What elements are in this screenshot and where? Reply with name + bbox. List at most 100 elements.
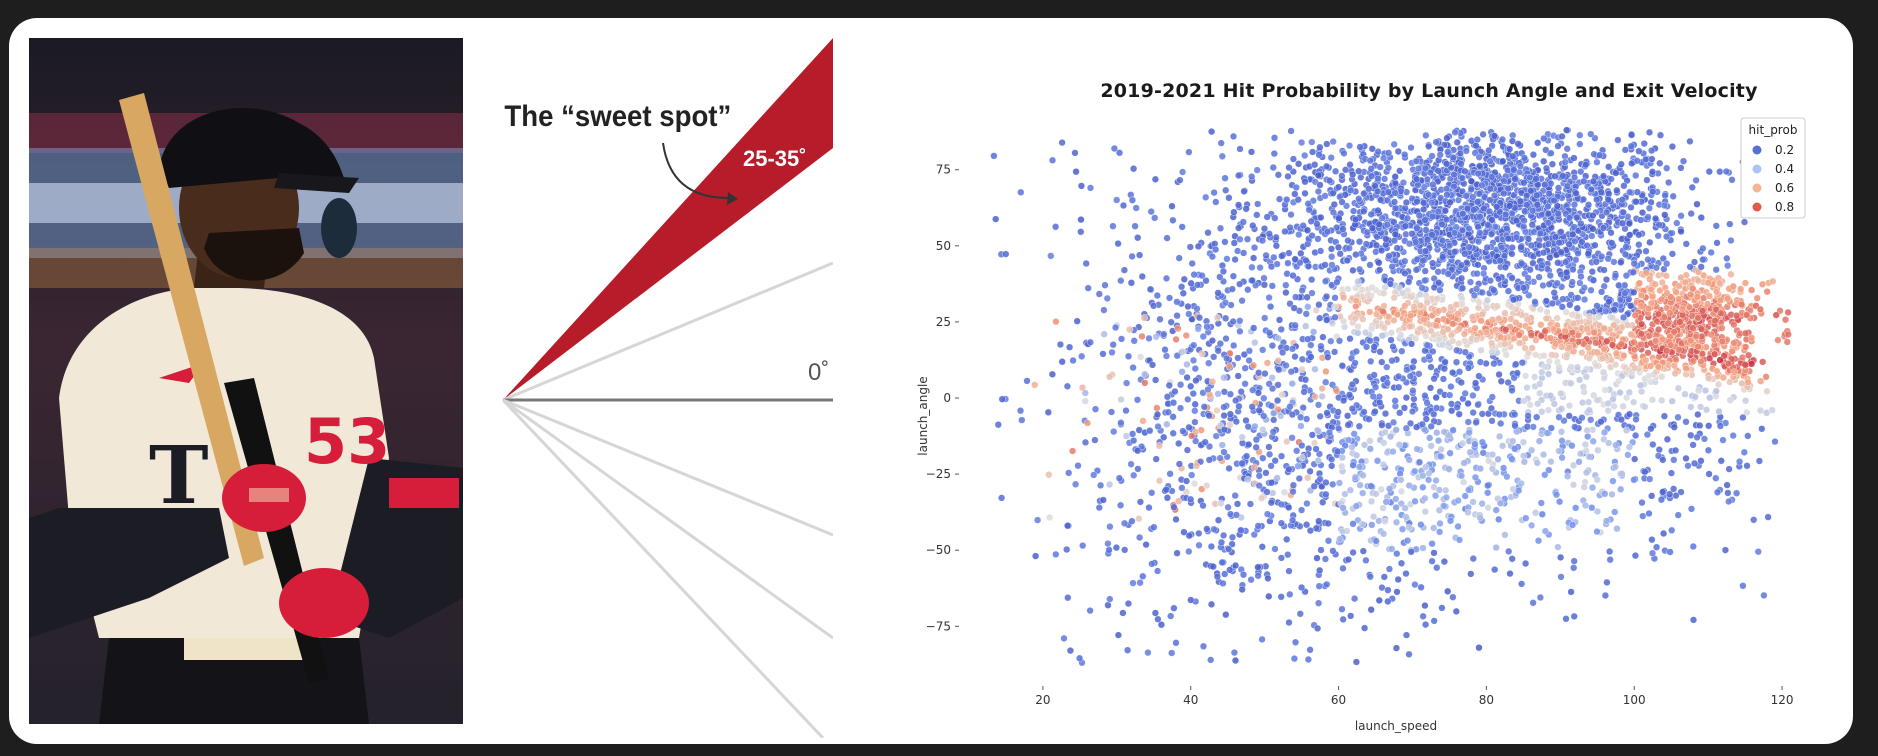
data-point [1536,229,1545,237]
data-point [1649,188,1657,196]
data-point [1239,218,1247,226]
data-point [1741,361,1749,369]
data-point [1509,437,1517,445]
data-point [1385,252,1393,260]
data-point [1493,302,1502,310]
data-point [1725,497,1733,506]
data-point [1601,591,1610,600]
data-point [1516,162,1525,170]
data-point [1446,449,1454,457]
data-point [1117,501,1125,509]
data-point [1584,432,1592,441]
data-point [1223,255,1231,263]
data-point [1101,281,1109,289]
data-point [1231,492,1239,500]
data-point [1716,422,1725,430]
data-point [1289,155,1298,163]
data-point [1146,285,1155,293]
data-point [1651,337,1660,345]
data-point [1521,334,1529,343]
data-point [1140,314,1148,322]
data-point [1183,446,1192,454]
data-point [1557,405,1566,413]
data-point [1301,189,1309,198]
data-point [1378,332,1386,340]
data-point [1331,313,1339,321]
data-point [1289,481,1298,489]
data-point [1541,527,1550,535]
data-point [1390,237,1399,245]
data-point [1303,226,1312,234]
data-point [1302,256,1310,265]
data-point [1340,149,1348,158]
data-point [1340,397,1348,405]
data-point [1285,618,1293,627]
data-point [1361,624,1369,632]
data-point [1371,408,1379,416]
data-point [1668,397,1676,405]
data-point [1576,140,1584,148]
data-point [1130,471,1138,479]
data-point [1225,194,1233,202]
data-point [1065,469,1073,477]
data-point [1624,451,1632,459]
data-point [1557,573,1565,581]
data-point [1430,617,1438,625]
data-point [1137,353,1145,361]
data-point [1730,339,1738,347]
data-point [1270,416,1278,424]
data-point [1105,546,1113,554]
data-point [1774,336,1782,344]
data-point [1241,364,1249,372]
data-point [1117,419,1125,427]
data-point [1277,519,1286,527]
data-point [1471,440,1479,448]
data-point [1626,231,1634,239]
data-point [1367,210,1375,219]
data-point [1277,412,1285,420]
data-point [1044,408,1052,416]
data-point [1589,276,1597,284]
data-point [1605,190,1613,198]
data-point [1575,458,1583,466]
data-point [1426,434,1434,442]
data-point [1589,211,1597,220]
data-point [1737,300,1746,309]
data-point [1379,504,1387,512]
data-point [1250,463,1259,471]
pointer-arrow [662,142,729,199]
data-point [1169,216,1177,224]
data-point [1507,303,1516,311]
data-point [1627,142,1635,150]
data-point [1465,243,1473,251]
data-point [1360,441,1369,449]
data-point [1666,309,1674,317]
data-point [1569,319,1577,328]
data-point [1214,289,1222,297]
data-point [1434,437,1443,445]
data-point [1179,289,1187,297]
data-point [1379,460,1387,469]
data-point [1182,477,1191,485]
data-point [1524,235,1533,243]
data-point [1366,156,1374,165]
data-point [1190,480,1199,488]
data-point [1311,161,1319,169]
data-point [1440,502,1448,510]
data-point [1434,167,1442,175]
data-point [1604,407,1612,415]
data-point [1682,370,1690,379]
data-point [1240,249,1248,257]
data-point [1152,455,1160,463]
data-point [1557,428,1566,436]
data-point [1436,452,1445,461]
data-point [1091,436,1099,444]
data-point [1265,443,1273,451]
data-point [1622,272,1631,280]
data-point [1658,373,1666,381]
data-point [1374,206,1382,215]
data-point [1567,363,1575,371]
data-point [1679,157,1688,165]
data-point [1428,231,1436,239]
data-point [1476,162,1484,170]
